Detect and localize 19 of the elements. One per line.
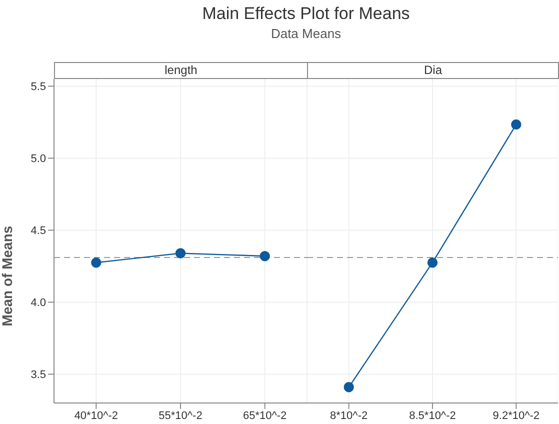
text: Data Means <box>270 26 342 41</box>
y-tick-label: 5.0 <box>30 153 46 166</box>
chart-title: Dia <box>307 62 559 79</box>
x-tick-label: 8.5*10^-2 <box>409 410 456 422</box>
y-tick-label: 4.5 <box>30 225 46 238</box>
y-tick-label: 4.0 <box>30 297 46 310</box>
point <box>175 248 186 258</box>
x-tick-label: 65*10^-2 <box>242 410 287 422</box>
point <box>91 258 102 268</box>
x-tick-label: 40*10^-2 <box>74 410 118 422</box>
chart-title: length <box>54 62 308 79</box>
y-tick-label: 5.5 <box>30 81 46 94</box>
text: Main Effects Plot for Means <box>201 4 411 24</box>
x-tick-label: 8*10^-2 <box>330 410 368 422</box>
x-tick-label: 55*10^-2 <box>158 410 202 422</box>
point <box>260 251 270 262</box>
x-tick-label: 9.2*10^-2 <box>492 410 540 422</box>
y-axis-title: Mean of Means <box>0 224 16 328</box>
y-tick-label: 3.5 <box>30 369 46 382</box>
